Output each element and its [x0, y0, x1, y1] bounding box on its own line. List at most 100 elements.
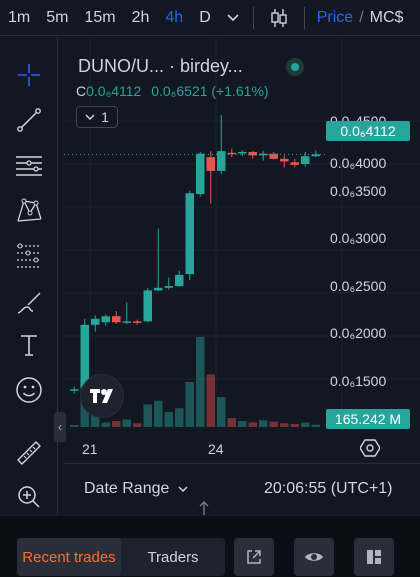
trend-line-icon[interactable] [9, 100, 49, 140]
volume-bar [175, 408, 184, 427]
candle-style-icon[interactable] [260, 0, 298, 36]
more-timeframes-chevron-icon[interactable] [219, 0, 247, 36]
chevron-down-icon [178, 486, 188, 493]
volume-bar [101, 422, 110, 427]
timeframe-D[interactable]: D [199, 8, 211, 26]
toolbar-divider [252, 6, 254, 29]
timeframe-1m[interactable]: 1m [8, 8, 31, 26]
ruler-icon[interactable] [9, 433, 49, 473]
chart-settings-icon[interactable] [359, 438, 381, 458]
timeframe-toolbar: 1m 5m 15m 2h 4h D Price / MC$ [0, 0, 420, 36]
time-tick: 24 [208, 441, 224, 457]
eye-icon [305, 553, 323, 561]
indicator-count: 1 [101, 109, 109, 125]
fib-retracement-icon[interactable] [9, 235, 49, 275]
ohlc-legend: C0.0₆4112 0.0₆6521 (+1.61%) [76, 83, 269, 99]
candle-body [238, 151, 247, 154]
layout-icon [367, 550, 381, 564]
close-value: 0.0₆4112 [86, 83, 142, 99]
candle-body [311, 154, 320, 157]
time-axis-line [64, 463, 420, 464]
volume-bar [112, 421, 121, 427]
timeframe-4h[interactable]: 4h [165, 8, 184, 26]
timeframe-list: 1m 5m 15m 2h 4h D [0, 0, 219, 36]
volume-bar [311, 424, 320, 427]
pattern-icon[interactable] [9, 190, 49, 230]
volume-bar [133, 423, 142, 427]
volume-bar [196, 337, 205, 427]
price-tick: 0.0₆3500 [330, 183, 387, 199]
chart-bottom-bar: Date Range 20:06:55 (UTC+1) [64, 472, 420, 508]
indicators-toggle[interactable]: 1 [76, 106, 118, 128]
zoom-in-icon[interactable] [9, 477, 49, 517]
candle-body [206, 157, 215, 171]
candle-body [143, 290, 152, 322]
open-external-button[interactable] [234, 538, 274, 576]
volume-bar [280, 423, 289, 427]
candle-body [70, 389, 79, 391]
candle-body [185, 193, 194, 275]
price-option[interactable]: Price [316, 8, 354, 26]
close-label: C [76, 83, 87, 99]
price-tick: 0.0₆4000 [330, 155, 387, 171]
volume-bar [154, 400, 163, 427]
candle-body [175, 274, 184, 287]
toolbar-collapse-handle[interactable]: ‹ [54, 412, 66, 442]
candle-body [248, 151, 257, 156]
timeframe-5m[interactable]: 5m [46, 8, 69, 26]
drawing-toolbar [0, 37, 58, 515]
emoji-icon[interactable] [9, 370, 49, 410]
candle-body [280, 158, 289, 162]
volume-bar [122, 419, 131, 427]
candle-body [112, 316, 121, 323]
candle-body [227, 152, 236, 155]
horizontal-lines-icon[interactable] [9, 145, 49, 185]
price-tick: 0.0₆2500 [330, 278, 387, 294]
date-range-label: Date Range [84, 480, 170, 497]
date-range-button[interactable]: Date Range [84, 480, 188, 498]
candle-body [101, 316, 110, 323]
timeframe-15m[interactable]: 15m [84, 8, 116, 26]
candle-body [196, 153, 205, 195]
volume-bar [185, 382, 194, 427]
timezone-clock[interactable]: 20:06:55 (UTC+1) [264, 480, 393, 497]
brush-icon[interactable] [9, 282, 49, 322]
layout-button[interactable] [354, 538, 394, 576]
volume-bar [259, 420, 268, 427]
candle-body [91, 318, 100, 325]
volume-bar [206, 374, 215, 427]
candle-body [133, 321, 142, 323]
volume-label: 165.242 M [326, 409, 410, 429]
tab-recent-trades[interactable]: Recent trades [17, 538, 121, 576]
footer-tabs: Recent trades Traders [17, 538, 225, 576]
external-link-icon [247, 550, 261, 564]
symbol-title[interactable]: DUNO/U... · birdey... [78, 56, 243, 76]
candle-body [290, 162, 299, 165]
price-tick: 0.0₆2000 [330, 325, 387, 341]
tradingview-logo[interactable] [80, 374, 124, 418]
footer-panel: Recent trades Traders [0, 515, 420, 577]
candle-body [154, 287, 163, 291]
change-value: 0.0₆6521 (+1.61%) [151, 83, 269, 99]
volume-bar [70, 425, 79, 427]
volume-bar [91, 413, 100, 427]
tab-traders[interactable]: Traders [147, 548, 199, 566]
view-button[interactable] [294, 538, 334, 576]
crosshair-icon[interactable] [9, 55, 49, 95]
price-tick: 0.0₆1500 [330, 373, 387, 389]
toolbar-divider [303, 6, 305, 29]
volume-bar [301, 422, 310, 427]
toggle-slash: / [359, 8, 364, 26]
candle-body [164, 286, 173, 288]
text-tool-icon[interactable] [9, 325, 49, 365]
candle-body [269, 153, 278, 159]
mcap-option[interactable]: MC$ [369, 8, 404, 26]
timeframe-2h[interactable]: 2h [131, 8, 150, 26]
volume-bar [227, 418, 236, 427]
candle-body [217, 151, 226, 171]
candle-body [259, 153, 268, 156]
volume-bar [217, 397, 226, 427]
time-tick: 21 [82, 441, 98, 457]
volume-bar [269, 421, 278, 427]
price-mcap-toggle[interactable]: Price / MC$ [311, 9, 404, 27]
